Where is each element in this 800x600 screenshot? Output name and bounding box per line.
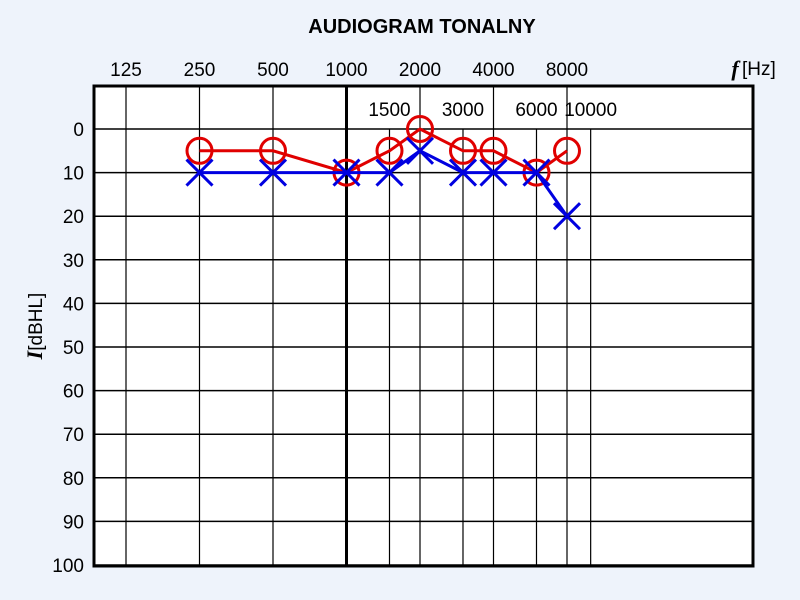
data-point-circle (553, 136, 581, 165)
data-point-cross (185, 158, 214, 187)
x-tick-label-secondary: 1500 (368, 100, 410, 121)
x-tick-label-secondary: 6000 (515, 100, 557, 121)
data-point-cross (332, 158, 361, 187)
series-line-circle (199, 127, 568, 175)
data-point-circle (185, 136, 214, 165)
y-axis-unit: [dBHL] (26, 293, 47, 351)
data-point-cross (375, 158, 404, 187)
y-tick-label: 90 (63, 512, 84, 533)
x-tick-label: 1000 (325, 60, 367, 81)
y-axis-symbol: I (22, 349, 47, 360)
data-point-circle (259, 136, 287, 165)
data-point-circle (406, 115, 434, 143)
svg-text:I[dBHL]: I[dBHL] (22, 293, 47, 361)
x-axis-unit: [Hz] (742, 59, 776, 80)
x-tick-label-secondary: 3000 (442, 100, 484, 121)
data-point-circle (479, 136, 508, 165)
data-point-cross (258, 158, 288, 187)
y-axis-label: I[dBHL] (22, 293, 47, 361)
y-tick-label: 50 (63, 338, 84, 359)
x-tick-label: 250 (184, 60, 216, 81)
x-axis-symbol: f (731, 56, 741, 81)
data-point-cross (522, 158, 551, 187)
y-tick-label: 70 (63, 425, 84, 446)
plot-background (94, 86, 753, 566)
data-point-circle (448, 136, 477, 165)
y-tick-label: 60 (63, 382, 84, 403)
y-tick-label: 30 (63, 251, 84, 272)
x-tick-label-secondary: 10000 (564, 100, 617, 121)
y-tick-label: 20 (63, 207, 84, 228)
x-tick-label: 2000 (399, 60, 441, 81)
data-point-cross (448, 158, 478, 187)
plot-frame (92, 84, 755, 568)
y-tick-label: 80 (63, 469, 84, 490)
chart-title: AUDIOGRAM TONALNY (308, 16, 536, 38)
y-tick-label: 10 (63, 164, 84, 185)
data-point-circle (375, 136, 404, 165)
y-tick-label: 100 (52, 556, 84, 577)
data-point-cross (479, 158, 508, 187)
data-point-cross (552, 202, 582, 231)
data-point-cross (405, 136, 435, 165)
x-tick-label: 4000 (472, 60, 514, 81)
y-tick-label: 0 (73, 120, 84, 141)
x-axis-label: f [Hz] (731, 56, 775, 81)
y-tick-label: 40 (63, 294, 84, 315)
x-tick-label: 500 (257, 60, 289, 81)
x-tick-label: 8000 (546, 60, 588, 81)
x-tick-label: 125 (110, 60, 142, 81)
